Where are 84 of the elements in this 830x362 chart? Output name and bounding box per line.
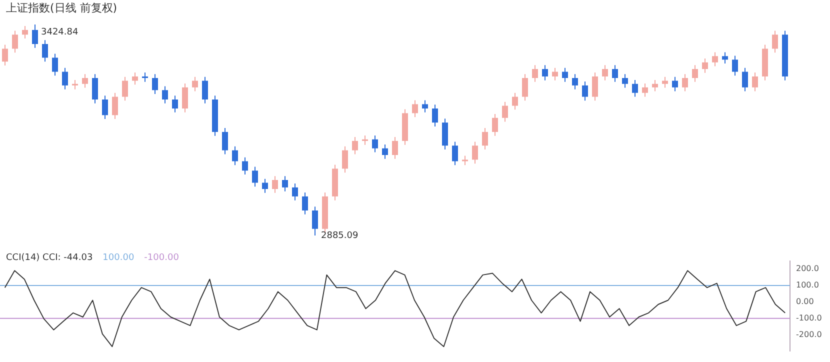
candlestick: [632, 79, 638, 98]
candlestick: [262, 178, 268, 194]
candlestick: [702, 58, 708, 74]
candlestick: [562, 67, 568, 82]
candlestick: [682, 74, 688, 92]
candlestick: [612, 64, 618, 82]
candlestick: [272, 176, 278, 194]
candlestick: [552, 67, 558, 81]
candlestick: [302, 192, 308, 215]
candlestick: [62, 67, 68, 90]
candlestick: [422, 100, 428, 113]
candlestick: [652, 79, 658, 92]
candlestick: [102, 95, 108, 120]
chart-title: 上证指数(日线 前复权): [6, 1, 118, 14]
candlestick: [202, 76, 208, 104]
candlestick: [232, 146, 238, 166]
candlestick: [472, 141, 478, 164]
candlestick: [92, 74, 98, 104]
candlestick: [592, 72, 598, 102]
candlestick: [452, 141, 458, 166]
candlestick: [362, 134, 368, 146]
candlestick: [662, 76, 668, 88]
candlestick: [172, 95, 178, 113]
candlestick: [52, 53, 58, 76]
y-tick-label: 200.0: [796, 264, 819, 274]
candlestick: [742, 67, 748, 92]
candlestick: [32, 24, 38, 48]
candlestick: [482, 128, 488, 150]
y-tick-label: -100.0: [796, 313, 822, 322]
candlestick: [692, 64, 698, 82]
candlestick: [752, 72, 758, 92]
candlestick: [12, 30, 18, 54]
candlestick: [582, 81, 588, 102]
candlestick: [572, 74, 578, 90]
candlestick: [162, 86, 168, 104]
candlestick: [312, 206, 318, 236]
candlestick: [122, 76, 128, 102]
candlestick: [672, 76, 678, 92]
candlestick: [622, 74, 628, 88]
candlestick: [392, 136, 398, 160]
ref-line-label: 100.00: [102, 252, 134, 263]
candlestick: [372, 134, 378, 153]
candlestick: [382, 144, 388, 160]
candlestick: [512, 92, 518, 110]
candlestick: [252, 166, 258, 188]
y-tick-label: 100.0: [796, 280, 819, 290]
candlestick: [412, 100, 418, 118]
candlestick: [492, 113, 498, 136]
candlestick: [772, 30, 778, 54]
ref-line-label: -100.00: [144, 252, 180, 263]
candlestick: [732, 55, 738, 76]
annotation: 2885.09: [321, 230, 358, 241]
candlestick: [72, 79, 78, 90]
candlestick: [502, 101, 508, 122]
candlestick: [142, 72, 148, 82]
candlestick: [292, 183, 298, 201]
candlestick: [722, 52, 728, 64]
candlestick: [242, 156, 248, 176]
candlestick: [342, 146, 348, 174]
candlestick: [542, 64, 548, 81]
candlestick: [282, 176, 288, 192]
candlestick: [82, 74, 88, 88]
candlestick: [132, 72, 138, 86]
candlestick: [42, 40, 48, 62]
candlestick: [182, 82, 188, 113]
candlestick: [712, 52, 718, 67]
candlestick: [462, 155, 468, 166]
candlestick: [432, 104, 438, 127]
candlestick: [222, 128, 228, 155]
candlestick: [522, 74, 528, 102]
annotation: 3424.84: [41, 27, 78, 38]
candlestick: [642, 82, 648, 98]
candlestick: [602, 64, 608, 81]
candlestick: [352, 136, 358, 155]
y-tick-label: 0.00: [796, 296, 814, 306]
candlestick: [152, 74, 158, 95]
candlestick: [2, 44, 8, 66]
candlestick: [532, 64, 538, 82]
candlestick: [22, 26, 28, 40]
candlestick: [442, 118, 448, 150]
chart-title: CCI(14) CCI: -44.03: [6, 252, 93, 263]
candlestick: [192, 76, 198, 92]
candlestick: [112, 92, 118, 120]
y-tick-label: -200.0: [796, 330, 822, 339]
